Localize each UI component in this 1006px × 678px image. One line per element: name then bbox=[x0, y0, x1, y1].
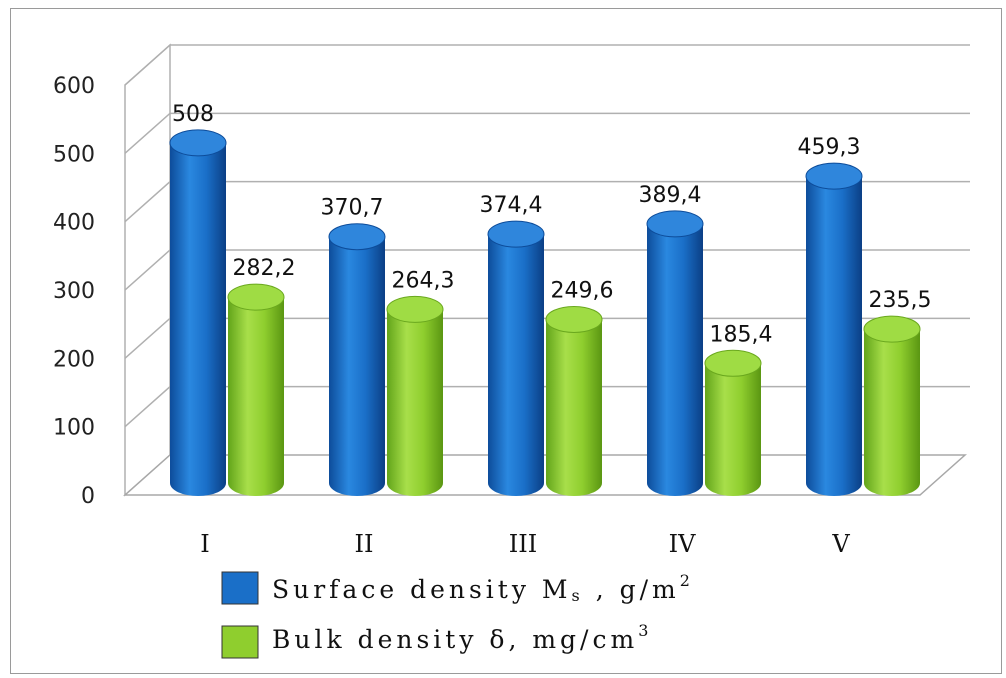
y-tick-label: 600 bbox=[53, 74, 95, 99]
data-label: 249,6 bbox=[551, 278, 614, 303]
bar-top bbox=[227, 283, 285, 311]
legend-swatch-bulk bbox=[221, 625, 259, 659]
data-label: 374,4 bbox=[480, 193, 543, 218]
bar-top bbox=[863, 315, 921, 343]
y-tick-label: 200 bbox=[53, 347, 95, 372]
x-tick-label-IV: IV bbox=[669, 530, 696, 558]
x-axis: I II III IV V bbox=[200, 530, 850, 558]
data-label: 508 bbox=[172, 102, 214, 127]
bar-surface-I bbox=[170, 142, 226, 496]
y-tick-label: 100 bbox=[53, 416, 95, 441]
legend-label-bulk: Bulk density δ, mg/cm3 bbox=[272, 621, 652, 654]
data-label: 185,4 bbox=[710, 322, 773, 347]
y-tick-label: 500 bbox=[53, 142, 95, 167]
bar-surface-V bbox=[806, 176, 862, 496]
x-tick-label-III: III bbox=[509, 530, 537, 558]
data-label: 370,7 bbox=[321, 196, 384, 221]
data-label: 459,3 bbox=[798, 135, 861, 160]
data-label: 389,4 bbox=[639, 183, 702, 208]
y-tick-label: 400 bbox=[53, 211, 95, 236]
bar-bulk-IV bbox=[705, 363, 761, 496]
legend-label-surface: Surface density Ms , g/m2 bbox=[272, 571, 694, 605]
gridline bbox=[124, 112, 970, 154]
legend: Surface density Ms , g/m2 Bulk density δ… bbox=[221, 571, 694, 659]
bar-top bbox=[805, 162, 863, 190]
bars bbox=[169, 129, 921, 496]
gridline bbox=[124, 44, 970, 86]
data-label: 235,5 bbox=[869, 288, 932, 313]
bar-top bbox=[487, 220, 545, 248]
chart-frame bbox=[10, 8, 1002, 674]
bar-bulk-II bbox=[387, 309, 443, 496]
data-label: 282,2 bbox=[233, 256, 296, 281]
bar-top bbox=[328, 223, 386, 251]
y-tick-label: 0 bbox=[81, 484, 95, 509]
bar-top bbox=[386, 295, 444, 323]
data-labels: 508 282,2 370,7 264,3 374,4 249,6 389,4 185,4 45… bbox=[172, 102, 931, 347]
x-tick-label-I: I bbox=[200, 530, 209, 558]
legend-swatch-surface bbox=[221, 571, 259, 605]
y-tick-label: 300 bbox=[53, 279, 95, 304]
x-tick-label-II: II bbox=[355, 530, 374, 558]
bar-top bbox=[545, 305, 603, 333]
bar-top bbox=[169, 129, 227, 157]
y-axis: 0 100 200 300 400 500 600 bbox=[53, 74, 95, 509]
bar-bulk-III bbox=[546, 319, 602, 496]
bar-bulk-I bbox=[228, 297, 284, 496]
bar-surface-II bbox=[329, 236, 385, 496]
data-label: 264,3 bbox=[392, 268, 455, 293]
bar-top bbox=[646, 210, 704, 238]
bar-bulk-V bbox=[864, 329, 920, 496]
bar-surface-III bbox=[488, 234, 544, 496]
x-tick-label-V: V bbox=[831, 530, 850, 558]
bar-surface-IV bbox=[647, 223, 703, 496]
bar-top bbox=[704, 349, 762, 377]
